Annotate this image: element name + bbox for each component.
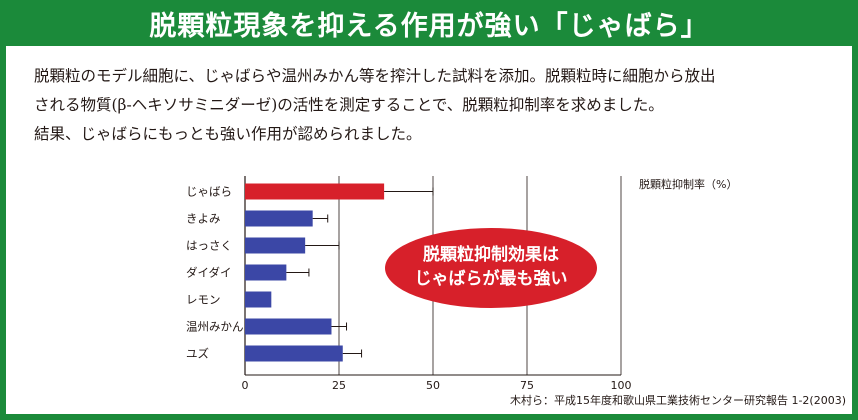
tick-label: 25 — [332, 379, 346, 392]
chart-axis-label: 脱顆粒抑制率（%） — [639, 177, 737, 191]
category-label: ダイダイ — [186, 266, 232, 280]
description-line: 結果、じゃばらにもっとも強い作用が認められました。 — [34, 125, 422, 143]
category-label: きよみ — [186, 212, 221, 226]
category-label: 温州みかん — [186, 320, 244, 334]
callout: 脱顆粒抑制効果は じゃばらが最も強い — [385, 228, 597, 308]
content-panel: 脱顆粒のモデル細胞に、じゃばらや温州みかん等を搾汁した試料を添加。脱顆粒時に細胞… — [6, 46, 852, 414]
category-label: はっさく — [186, 239, 232, 253]
callout-ellipse — [385, 228, 597, 308]
bar — [245, 264, 287, 281]
description: 脱顆粒のモデル細胞に、じゃばらや温州みかん等を搾汁した試料を添加。脱顆粒時に細胞… — [34, 62, 844, 149]
bar — [245, 210, 313, 227]
callout-line-1: 脱顆粒抑制効果は — [423, 244, 559, 265]
tick-label: 0 — [242, 379, 249, 392]
chart-tick-labels: 0 25 50 75 100 — [242, 379, 632, 392]
bar — [245, 318, 332, 335]
chart-error-bars — [286, 187, 434, 358]
callout-line-2: じゃばらが最も強い — [415, 268, 568, 289]
bar — [245, 345, 343, 362]
bar — [245, 237, 306, 254]
bar — [245, 291, 272, 308]
category-label: じゃばら — [186, 185, 232, 199]
tick-label: 50 — [426, 379, 440, 392]
chart-bars — [245, 183, 385, 362]
tick-label: 75 — [520, 379, 534, 392]
bar — [245, 183, 385, 200]
category-label: ユズ — [186, 347, 209, 361]
description-line: される物質(β-ヘキソサミニダーゼ)の活性を測定することで、脱顆粒抑制率を求めま… — [34, 96, 664, 114]
tick-label: 100 — [611, 379, 632, 392]
page-title: 脱顆粒現象を抑える作用が強い「じゃばら」 — [149, 10, 709, 42]
category-label: レモン — [186, 293, 221, 307]
source-note: 木村ら：平成15年度和歌山県工業技術センター研究報告 1-2(2003) — [509, 394, 846, 407]
description-line: 脱顆粒のモデル細胞に、じゃばらや温州みかん等を搾汁した試料を添加。脱顆粒時に細胞… — [34, 67, 716, 85]
